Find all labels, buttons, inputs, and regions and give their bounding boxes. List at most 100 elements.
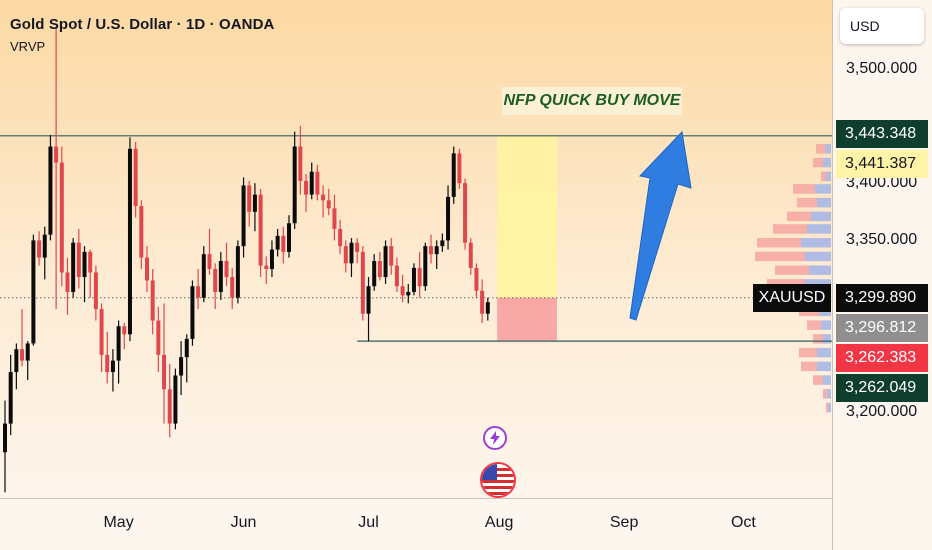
candle-body: [31, 240, 36, 344]
candle-body: [207, 254, 212, 270]
plot-area: [0, 0, 832, 498]
volume-profile-bar-up: [805, 251, 831, 262]
candle-body: [304, 180, 309, 195]
candle-body: [400, 286, 405, 296]
volume-profile-bar-up: [826, 171, 831, 182]
candle-body: [14, 349, 19, 373]
volume-profile-bar-up: [817, 197, 831, 208]
price-tick-label: 3,350.000: [846, 231, 918, 249]
candle-body: [406, 291, 411, 296]
candle-body: [179, 357, 184, 376]
volume-profile-bar-down: [793, 184, 815, 194]
price-tag: 3,441.387: [836, 149, 928, 178]
currency-button[interactable]: USD: [840, 8, 924, 44]
volume-profile-bar-up: [823, 375, 831, 385]
volume-profile-bar-down: [801, 361, 817, 372]
candle-body: [281, 235, 286, 252]
candle-body: [480, 290, 485, 314]
price-tag: 3,262.049: [836, 373, 928, 402]
volume-profile-bar-down: [773, 224, 807, 234]
volume-profile-bar-up: [817, 347, 831, 358]
candle-body: [82, 251, 87, 278]
candle-body: [258, 194, 263, 266]
time-tick-label: Jul: [358, 514, 379, 531]
candle-body: [372, 261, 377, 287]
candle-body: [349, 242, 354, 264]
candle-body: [150, 280, 155, 321]
candle-body: [110, 360, 115, 373]
time-tick-label: Aug: [484, 514, 514, 531]
time-tick-label: May: [103, 514, 134, 531]
candle-body: [105, 354, 110, 373]
candle-body: [292, 146, 297, 224]
candle-body: [241, 185, 246, 247]
candle-body: [235, 246, 240, 298]
candle-body: [173, 375, 178, 424]
candle-body: [184, 338, 189, 358]
price-tick-label: 3,400.000: [846, 174, 918, 192]
volume-profile-bar-up: [823, 157, 831, 168]
volume-profile-bar-down: [787, 211, 811, 222]
target-zone: [497, 135, 557, 298]
candle-body: [275, 235, 280, 250]
candle-body: [423, 246, 428, 287]
volume-profile-bar-down: [755, 251, 805, 262]
candle-body: [76, 242, 81, 278]
symbol-title[interactable]: Gold Spot / U.S. Dollar · 1D · OANDA: [10, 16, 275, 33]
candle-body: [321, 194, 326, 201]
candle-body: [377, 261, 382, 278]
volume-profile-bar-down: [821, 171, 826, 182]
volume-profile-bar-up: [811, 211, 831, 222]
candle-body: [54, 146, 59, 163]
volume-profile-bar-down: [799, 347, 817, 358]
volume-profile-bar-up: [823, 334, 831, 344]
candle-body: [394, 265, 399, 287]
candle-body: [343, 246, 348, 264]
price-tag: 3,262.383: [836, 343, 928, 372]
candle-body: [355, 242, 360, 252]
candle-body: [264, 265, 269, 270]
candle-body: [287, 223, 291, 252]
candle-body: [383, 246, 388, 278]
candle-body: [429, 246, 433, 255]
lightning-icon[interactable]: [483, 426, 507, 450]
candle-body: [230, 277, 235, 298]
candle-body: [71, 242, 76, 292]
candle-body: [3, 423, 7, 453]
chart-legend: Gold Spot / U.S. Dollar · 1D · OANDA VRV…: [10, 16, 274, 54]
volume-profile-bar-up: [809, 265, 831, 275]
volume-profile-bar-down: [797, 197, 817, 208]
volume-profile-bar-down: [813, 334, 823, 344]
candle-body: [213, 269, 218, 292]
volume-profile-bar-up: [815, 184, 831, 194]
candle-body: [338, 228, 343, 247]
candle-body: [468, 242, 473, 268]
candle-body: [65, 272, 70, 292]
us-flag-icon[interactable]: [480, 462, 516, 498]
volume-profile-bar-down: [813, 157, 823, 168]
candle-body: [88, 251, 93, 273]
candle-body: [224, 261, 229, 278]
candle-body: [116, 326, 121, 361]
candle-body: [8, 372, 13, 424]
price-tick-label: 3,200.000: [846, 403, 918, 421]
candle-body: [218, 261, 223, 292]
candle-body: [252, 194, 257, 212]
volume-profile-bar-down: [813, 375, 823, 385]
stop-zone: [497, 297, 557, 342]
candle-body: [122, 326, 127, 335]
annotation-label[interactable]: NFP QUICK BUY MOVE: [502, 87, 682, 115]
candle-body: [59, 162, 64, 273]
candle-body: [315, 171, 320, 195]
candle-body: [440, 240, 445, 247]
price-tick-label: 3,500.000: [846, 59, 918, 77]
candle-body: [167, 389, 172, 424]
volume-profile-bar-down: [757, 237, 801, 248]
indicator-label[interactable]: VRVP: [10, 39, 46, 54]
volume-profile-bar-up: [827, 389, 831, 399]
candle-body: [190, 286, 195, 339]
volume-profile-bar-down: [775, 265, 809, 275]
candle-body: [485, 302, 490, 314]
